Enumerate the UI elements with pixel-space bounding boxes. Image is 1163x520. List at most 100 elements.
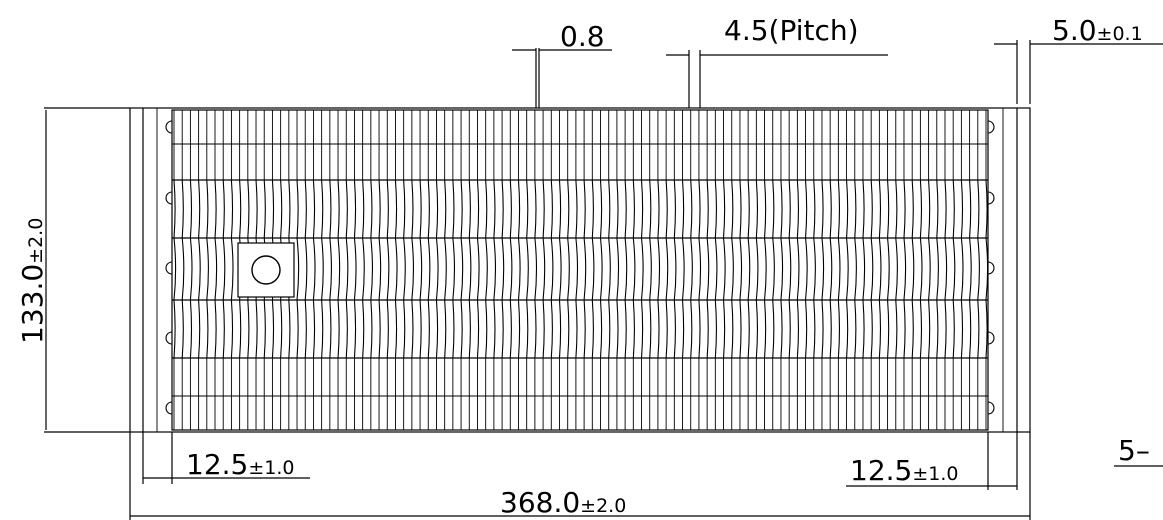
fin-louver [198,299,201,359]
fin-louver [222,237,226,301]
fin-louver [567,299,570,359]
fin-louver [952,237,956,301]
fin-louver [895,179,898,239]
fin-louver [329,237,332,301]
fin-louver [485,299,488,359]
fin-louver [632,299,635,359]
fin-louver [419,299,422,359]
fin-louver [755,179,758,239]
tube-end-bump [987,191,995,205]
fin-louver [780,299,783,359]
height-label: 133.0±2.0 [16,218,49,344]
fin-louver [649,299,652,359]
fin-louver [985,299,988,359]
fin-louver [419,237,423,301]
fin-louver [370,237,373,301]
overall-length-tolerance: ±2.0 [580,495,626,517]
fin-louver [796,237,800,301]
fin-louver [460,237,464,301]
fin-louver [214,299,217,359]
fin-louver [411,299,414,359]
fin-louver [805,299,808,359]
fin-louver [181,179,184,239]
fin-louver [747,237,751,301]
fin-louver [493,299,496,359]
fin-louver [370,299,373,359]
fin-louver [878,299,882,359]
fin-louver [468,299,471,359]
fin-louver [362,299,365,359]
fin-louver [944,299,947,359]
fin-louver [952,179,955,239]
fin-louver [337,179,340,239]
fin-louver [394,299,398,359]
fin-louver [501,299,504,359]
fin-louver [862,237,866,301]
fin-louver [673,179,676,239]
height-tolerance: ±2.0 [25,218,47,264]
fin-louver [222,299,225,359]
fin-louver [230,237,234,301]
fin-louver [960,179,964,239]
fin-louver [353,237,357,301]
fin-louver [608,237,611,301]
fin-louver [534,179,537,239]
fin-louver [755,237,759,301]
fin-louver [928,179,931,239]
dim-height: 133.0±2.0 [16,107,130,433]
fin-louver [280,179,283,239]
fin-louver [542,299,545,359]
fin-louver [312,299,316,359]
fin-louver [591,237,595,301]
dim-overall-length: 368.0±2.0 [129,432,1031,520]
fin-louver [714,179,717,239]
tube-ends [165,120,995,415]
fin-louver [206,179,209,239]
fin-louver [296,299,299,359]
fin-louver [665,299,668,359]
fin-louver [558,299,562,359]
fin-louver [329,299,332,359]
fin-louver [788,299,791,359]
fin-louver [599,237,603,301]
fin-louver [239,299,242,359]
fin-louver [403,299,406,359]
fin-thickness-label: 0.8 [560,20,605,53]
fin-louver [517,237,521,301]
fin-louver [435,299,439,359]
fin-louver [378,299,381,359]
fin-louver [452,237,456,301]
fin-louver [263,179,266,239]
fin-louver [788,179,791,239]
fin-louver [476,299,480,359]
dim-fin-thickness: 0.8 [512,20,612,108]
fin-louver [706,299,709,359]
fin-louver [181,299,184,359]
fin-louver [837,179,841,239]
overall-length-label: 368.0±2.0 [500,486,626,519]
fin-louver [419,179,422,239]
fin-louver [821,237,825,301]
fin-louver [878,237,882,301]
fin-louver [854,237,857,301]
fin-louver [403,237,406,301]
fin-louver [772,299,775,359]
fin-louver [985,237,989,301]
fin-louver [485,179,488,239]
fin-louver [534,237,538,301]
fin-louver [206,299,209,359]
fin-louver [542,179,545,239]
fin-louver [476,237,480,301]
dim-left-margin: 12.5±1.0 [142,432,310,484]
fin-louver [772,237,775,301]
fin-louver [526,237,529,301]
fin-louver [608,179,611,239]
fin-louver [903,179,906,239]
fin-louver [616,237,620,301]
fin-louver [198,179,201,239]
dim-side-plate: 5.0±0.1 [994,14,1163,104]
fin-louver [591,299,594,359]
fin-louver [493,237,497,301]
tube-end-bump [987,120,995,134]
fin-louver [796,179,800,239]
